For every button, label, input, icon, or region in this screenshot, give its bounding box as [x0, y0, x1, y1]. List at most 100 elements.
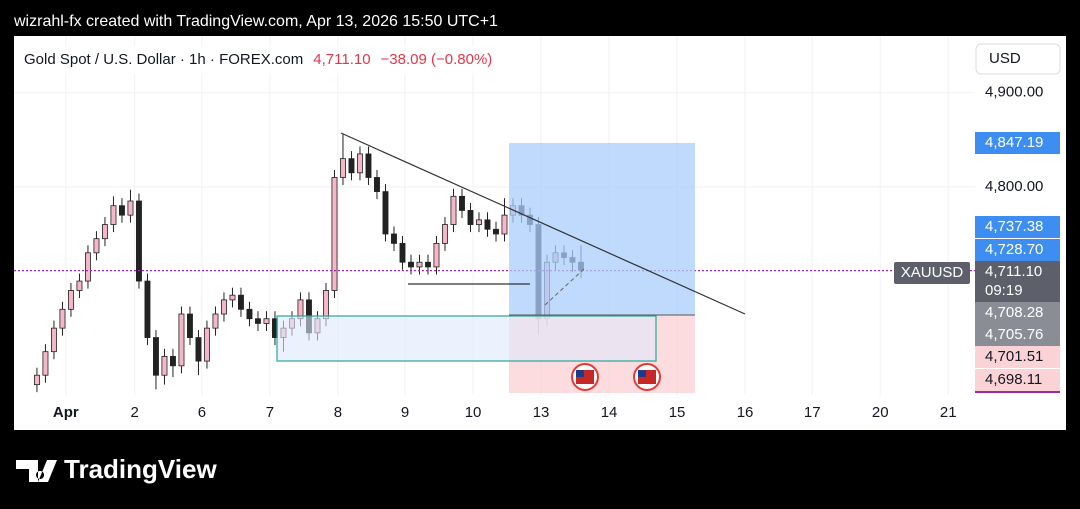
- candle: [467, 202, 474, 233]
- currency[interactable]: USD: [989, 50, 1021, 67]
- candle: [221, 292, 227, 322]
- candle: [357, 146, 363, 181]
- trend-line: [340, 132, 746, 315]
- candle-body: [102, 224, 108, 240]
- candle: [442, 217, 448, 251]
- x-tick-label: 20: [872, 404, 889, 421]
- demand-box: [276, 315, 657, 362]
- price-label: 4,708.28: [985, 304, 1043, 321]
- x-tick-label: 15: [669, 404, 686, 421]
- candle-body: [340, 158, 346, 178]
- candle-body: [416, 261, 423, 268]
- candle-body: [76, 280, 83, 291]
- candle-body: [348, 158, 355, 174]
- candle-body: [433, 242, 440, 268]
- candle: [204, 320, 210, 369]
- price-label-bg: [975, 261, 1060, 303]
- brand: TradingView: [64, 454, 217, 484]
- candle-body: [51, 327, 57, 353]
- x-tick-label: 14: [601, 404, 618, 421]
- candle: [246, 301, 253, 327]
- candle-body: [204, 327, 210, 362]
- candle-body: [391, 233, 397, 244]
- candle-body: [195, 337, 202, 362]
- header-caption: wizrahl-fx created with TradingView.com,…: [13, 13, 498, 30]
- x-tick-label: Apr: [53, 404, 79, 421]
- x-tick-label: 7: [266, 404, 274, 421]
- candle-body: [127, 200, 134, 216]
- candle: [374, 169, 380, 200]
- price-label: 4,705.76: [985, 326, 1043, 343]
- candle-body: [153, 337, 159, 376]
- candle-body: [255, 318, 261, 324]
- price-label: 4,737.38: [985, 218, 1043, 235]
- price-label-bg: [975, 346, 1060, 368]
- candle: [170, 348, 176, 378]
- candle-body: [425, 261, 431, 268]
- x-tick-label: 9: [401, 404, 409, 421]
- candle-body: [178, 313, 185, 367]
- candle: [85, 245, 91, 289]
- candle: [153, 330, 159, 390]
- target-zone: [509, 143, 695, 315]
- x-tick-label: 13: [533, 404, 550, 421]
- countdown: 09:19: [985, 282, 1023, 299]
- candle-body: [136, 200, 142, 282]
- overlay: Apr 2 6 7 8 9 10 13 14 15 16 17 20 21 4,900.00 4,800.00…: [53, 84, 1060, 421]
- candle-body: [476, 219, 482, 225]
- candle-body: [408, 261, 414, 268]
- candle: [119, 198, 125, 223]
- x-tick-label: 10: [465, 404, 482, 421]
- price-label-bg: [975, 216, 1060, 238]
- candle-body: [442, 224, 448, 244]
- candle-body: [467, 210, 474, 225]
- candle: [161, 348, 168, 385]
- candle: [229, 287, 236, 308]
- candle-body: [212, 313, 219, 329]
- price-label: 4,847.19: [985, 134, 1043, 151]
- candle: [93, 231, 100, 261]
- candle: [178, 306, 185, 374]
- symbol-tag: XAUUSD: [901, 264, 964, 281]
- candle-body: [399, 242, 406, 263]
- candle: [212, 306, 219, 336]
- candle-body: [144, 280, 151, 338]
- candle-body: [484, 219, 491, 230]
- candle-body: [365, 153, 372, 178]
- candle: [476, 212, 482, 233]
- symbol-tag-bg: [894, 262, 970, 284]
- candle-body: [382, 191, 389, 235]
- candle-body: [59, 308, 66, 329]
- candle-body: [459, 195, 465, 211]
- candle-body: [374, 177, 380, 193]
- candle-body: [450, 195, 457, 225]
- y-tick-label: 4,900.00: [985, 84, 1043, 101]
- candle: [144, 273, 151, 346]
- candle-body: [161, 355, 168, 376]
- event-flag: [571, 363, 599, 391]
- x-tick-label: 21: [940, 404, 957, 421]
- candle: [348, 151, 355, 181]
- candle-body: [187, 313, 193, 338]
- candle: [34, 367, 40, 393]
- candle: [340, 134, 346, 186]
- price-label-bg: [975, 369, 1060, 391]
- candle: [450, 188, 457, 233]
- candle-body: [110, 205, 117, 225]
- x-tick-label: 16: [737, 404, 754, 421]
- candle-body: [119, 205, 125, 216]
- candle: [59, 301, 66, 336]
- candle-body: [357, 153, 363, 174]
- candle-body: [246, 308, 253, 320]
- candle: [433, 235, 440, 275]
- y-tick-label: 4,800.00: [985, 178, 1043, 195]
- candle: [399, 235, 406, 270]
- price-change: −38.09 (−0.80%): [381, 51, 493, 68]
- currency-button[interactable]: [975, 43, 1061, 75]
- legend-bg: [14, 46, 534, 74]
- tv-logo: [16, 460, 57, 482]
- candle-body: [323, 290, 329, 320]
- candle-body: [170, 355, 176, 367]
- x-tick-label: 17: [804, 404, 821, 421]
- candle-body: [493, 228, 499, 235]
